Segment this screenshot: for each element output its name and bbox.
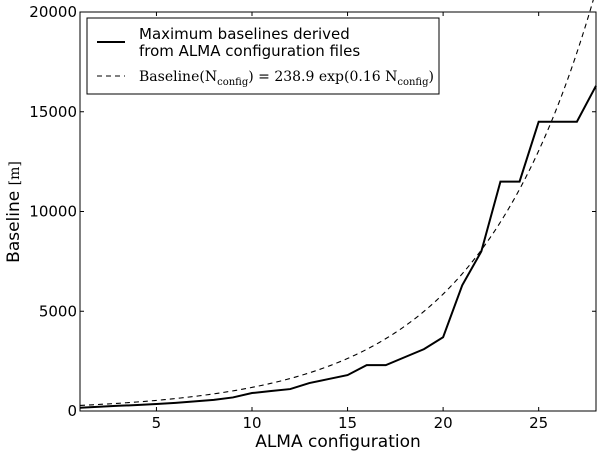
x-tick-label: 15 <box>338 414 357 432</box>
plot-area <box>79 0 597 409</box>
x-tick-label: 20 <box>434 414 453 432</box>
fit-subscript-2: config <box>397 77 429 88</box>
axis-ticks: 5 10 15 20 25 0 5000 10000 15000 20000 <box>29 3 596 432</box>
fit-rate: 0.16 <box>350 69 381 85</box>
fit-curve-dashed <box>79 0 594 406</box>
legend-entry-data-line1: Maximum baselines derived <box>139 25 350 43</box>
y-tick-label: 10000 <box>29 203 77 221</box>
fit-subscript: config <box>217 77 249 88</box>
legend-entry-data-line2: from ALMA configuration files <box>139 42 360 60</box>
y-tick-label: 20000 <box>29 3 77 21</box>
fit-variable: N <box>205 69 217 85</box>
x-tick-label: 5 <box>152 414 162 432</box>
fit-coefficient: 238.9 <box>274 69 314 85</box>
y-tick-label: 0 <box>67 402 77 420</box>
y-tick-label: 15000 <box>29 103 77 121</box>
fit-function: exp <box>319 69 344 85</box>
max-baseline-line <box>79 85 597 409</box>
y-axis-label-unit: [m] <box>7 161 23 185</box>
legend: Maximum baselines derived from ALMA conf… <box>86 17 440 95</box>
y-axis-label-text: Baseline <box>4 191 24 263</box>
x-tick-label: 10 <box>242 414 261 432</box>
fit-variable-2: N <box>385 69 397 85</box>
x-tick-label: 25 <box>529 414 548 432</box>
legend-box <box>86 17 440 95</box>
fit-lhs-word: Baseline <box>139 69 199 85</box>
y-axis-label: Baseline [m] <box>4 161 24 263</box>
legend-entry-fit: Baseline(Nconfig) = 238.9 exp(0.16 Nconf… <box>139 69 434 88</box>
x-axis-label: ALMA configuration <box>255 432 421 452</box>
y-tick-label: 5000 <box>39 302 77 320</box>
